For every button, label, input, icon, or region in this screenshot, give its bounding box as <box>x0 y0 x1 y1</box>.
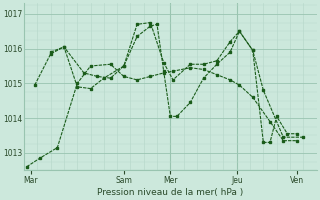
X-axis label: Pression niveau de la mer( hPa ): Pression niveau de la mer( hPa ) <box>97 188 244 197</box>
